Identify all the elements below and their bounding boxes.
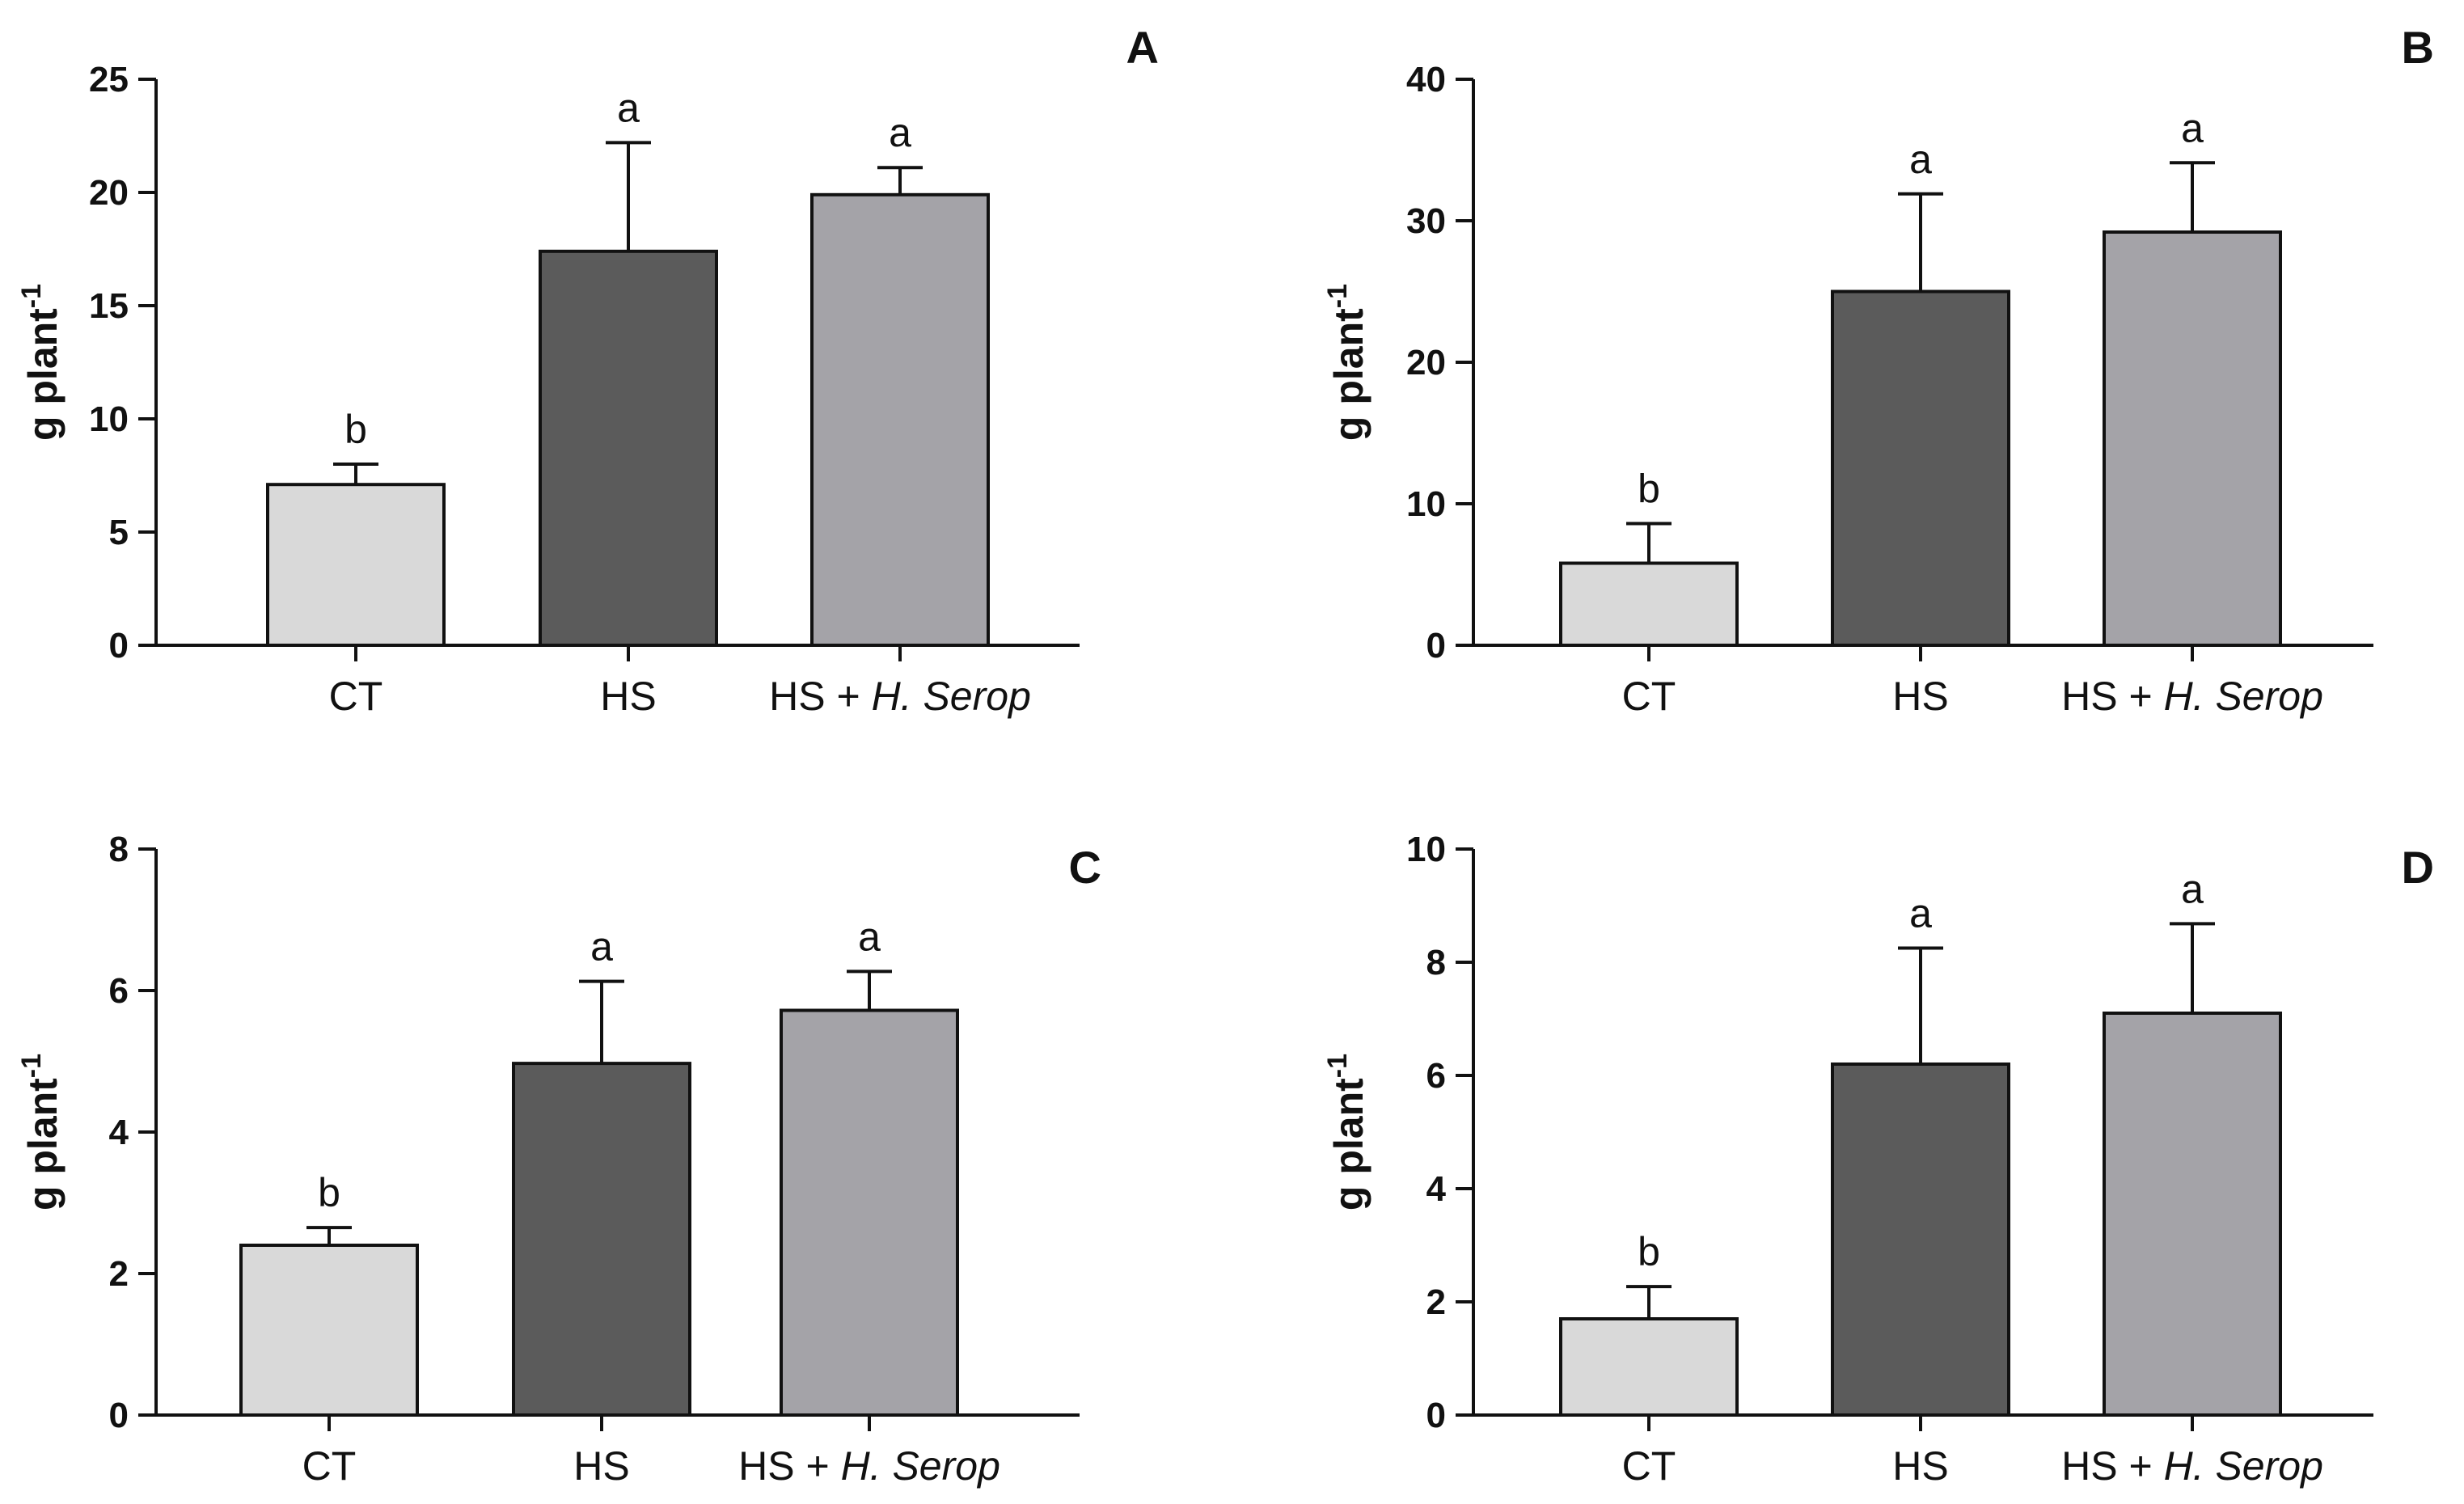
chart-panel-d: 0 2 4 6 8 10 b CT a HS a HS + H. Serop g plant-1 D [1322,830,2434,1489]
chart-panel-c: 0 2 4 6 8 b CT a HS a HS + H. Serop g plant-1 C [16,830,1101,1489]
bar-hs-h-serop [2103,1012,2282,1417]
x-tick-label-text: HS + [769,674,871,719]
y-tick-label: 10 [89,399,129,439]
y-axis-label-text: g plant [1326,308,1371,441]
y-tick-label: 2 [109,1254,129,1294]
significance-label: a [858,914,881,959]
x-tick-label: HS + H. Serop [2061,674,2323,719]
panel-letter: B [2402,22,2434,73]
bar-hs [539,249,718,647]
significance-label: a [617,85,640,130]
y-tick-label: 8 [109,830,129,869]
y-tick-label: 0 [109,626,129,665]
significance-label: a [590,924,613,970]
significance-label: a [1909,137,1932,182]
x-tick-label: HS [600,674,656,719]
significance-label: b [318,1170,340,1215]
y-tick-label: 0 [1426,1396,1446,1435]
y-axis-label-superscript: -1 [16,284,47,308]
y-tick-label: 10 [1406,830,1446,869]
chart-panel-a: 0 5 10 15 20 25 b CT a HS a HS + H. Serop g plant-1 A [16,22,1159,719]
y-tick-label: 4 [109,1113,129,1152]
bar-hs-h-serop [810,192,990,648]
x-tick-label-text: CT [1622,674,1676,719]
y-tick-label: 0 [1426,626,1446,665]
x-tick-label-italic: H. Serop [2164,674,2323,719]
y-axis-label: g plant-1 [16,284,66,441]
bar-ct [1559,1317,1739,1417]
significance-label: a [1909,891,1932,936]
x-tick-label-text: HS [573,1443,629,1489]
significance-label: b [1638,1229,1660,1274]
x-tick-label-italic: H. Serop [2164,1443,2323,1489]
x-tick-label: HS [1892,674,1948,719]
x-tick-label: HS + H. Serop [738,1443,1000,1489]
x-tick-label: HS [1892,1443,1948,1489]
x-tick-label-text: HS [1892,1443,1948,1489]
chart-panel-b: 0 10 20 30 40 b CT a HS a HS + H. Serop g plant-1 B [1322,22,2434,719]
y-axis-label: g plant-1 [1322,284,1371,441]
bar-hs [512,1062,691,1417]
y-axis-label-superscript: -1 [1322,1054,1353,1078]
bar-hs [1831,289,2010,647]
x-tick-label-text: HS [600,674,656,719]
y-tick-label: 4 [1426,1169,1447,1209]
significance-label: a [2181,866,2204,911]
x-tick-label-text: HS + [2061,1443,2163,1489]
x-tick-label-text: CT [1622,1443,1676,1489]
y-tick-label: 15 [89,286,129,326]
x-tick-label-italic: H. Serop [872,674,1031,719]
bar-hs-h-serop [2103,230,2282,647]
y-tick-label: 30 [1406,201,1446,241]
x-tick-label-italic: H. Serop [841,1443,1000,1489]
x-tick-label-text: CT [329,674,383,719]
y-tick-label: 20 [1406,343,1446,382]
y-axis-label-text: g plant [20,1078,66,1210]
y-tick-label: 6 [109,971,129,1011]
significance-label: b [1638,467,1660,512]
significance-label: b [344,407,367,452]
y-axis-label-text: g plant [1326,1078,1371,1210]
y-axis-label: g plant-1 [1322,1054,1371,1210]
significance-label: a [889,110,911,155]
x-tick-label-text: HS + [2061,674,2163,719]
panel-letter: D [2402,842,2434,893]
y-tick-label: 5 [109,513,129,552]
x-tick-label: HS + H. Serop [769,674,1031,719]
x-tick-label-text: HS + [738,1443,840,1489]
y-tick-label: 20 [89,173,129,213]
x-tick-label-text: HS [1892,674,1948,719]
x-tick-label: HS + H. Serop [2061,1443,2323,1489]
y-tick-label: 40 [1406,60,1446,99]
y-axis-label-superscript: -1 [1322,284,1353,308]
y-tick-label: 8 [1426,943,1446,982]
bar-hs-h-serop [780,1008,959,1417]
y-axis-label-superscript: -1 [16,1054,47,1078]
bar-ct [239,1244,419,1417]
x-tick-label: CT [302,1443,357,1489]
y-tick-label: 6 [1426,1056,1446,1096]
bar-ct [266,483,446,648]
y-tick-label: 2 [1426,1282,1446,1322]
x-tick-label: CT [329,674,383,719]
x-tick-label: HS [573,1443,629,1489]
panel-letter: A [1126,22,1159,73]
significance-label: a [2181,105,2204,150]
y-tick-label: 10 [1406,484,1446,524]
bar-hs [1831,1063,2010,1417]
x-tick-label-text: CT [302,1443,357,1489]
y-tick-label: 25 [89,60,129,99]
y-tick-label: 0 [109,1396,129,1435]
x-tick-label: CT [1622,1443,1676,1489]
x-tick-label: CT [1622,674,1676,719]
bar-ct [1559,561,1739,647]
y-axis-label-text: g plant [20,308,66,441]
panel-letter: C [1069,842,1101,893]
y-axis-label: g plant-1 [16,1054,66,1210]
